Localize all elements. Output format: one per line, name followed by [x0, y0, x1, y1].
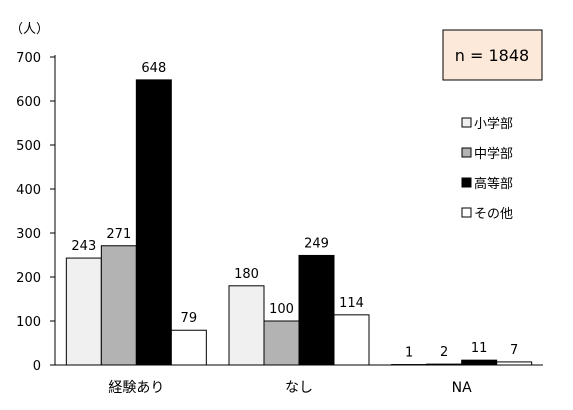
legend-label: 小学部 — [474, 116, 513, 132]
bar-小学部-なし — [228, 285, 265, 366]
data-label: 1 — [405, 346, 413, 361]
bar-高等部-経験あり — [135, 79, 172, 366]
x-tick-label: NA — [452, 380, 472, 396]
x-tick-label: なし — [285, 380, 313, 396]
data-label: 114 — [339, 296, 364, 311]
data-label: 249 — [304, 236, 329, 251]
data-label: 79 — [181, 311, 198, 326]
bar-小学部-経験あり — [65, 257, 102, 366]
legend-label: 高等部 — [474, 176, 513, 192]
bar-中学部-なし — [263, 320, 300, 366]
legend-swatch — [461, 147, 472, 158]
y-tick-label: 600 — [16, 95, 41, 110]
y-tick-label: 0 — [33, 359, 41, 374]
legend-label: 中学部 — [474, 146, 513, 162]
legend-swatch — [461, 117, 472, 128]
annotation-text: n = 1848 — [455, 46, 529, 65]
y-tick-label: 300 — [16, 227, 41, 242]
data-label: 271 — [106, 227, 131, 242]
data-label: 11 — [471, 341, 488, 356]
legend-label: その他 — [474, 207, 513, 222]
bar-その他-なし — [333, 314, 370, 366]
data-label: 2 — [440, 345, 448, 360]
bar-中学部-NA — [426, 363, 463, 366]
y-tick-label: 400 — [16, 183, 41, 198]
bar-高等部-NA — [461, 359, 498, 366]
data-label: 648 — [141, 61, 166, 76]
bar-その他-NA — [496, 361, 533, 366]
y-tick-label: 200 — [16, 271, 41, 286]
bar-中学部-経験あり — [100, 245, 137, 366]
bar-高等部-なし — [298, 254, 335, 366]
legend-swatch — [461, 207, 472, 218]
data-label: 243 — [71, 239, 96, 254]
y-tick-label: 500 — [16, 139, 41, 154]
sample-size-annotation: n = 1848 — [442, 29, 543, 81]
x-tick-label: 経験あり — [108, 380, 164, 396]
annotation-box — [442, 29, 543, 81]
legend-swatch — [461, 177, 472, 188]
y-axis-unit-label: （人） — [10, 22, 49, 37]
bar-その他-経験あり — [170, 329, 207, 366]
data-label: 7 — [510, 343, 518, 358]
data-label: 100 — [269, 302, 294, 317]
y-tick-label: 100 — [16, 315, 41, 330]
data-label: 180 — [234, 267, 259, 282]
y-tick-label: 700 — [16, 51, 41, 66]
